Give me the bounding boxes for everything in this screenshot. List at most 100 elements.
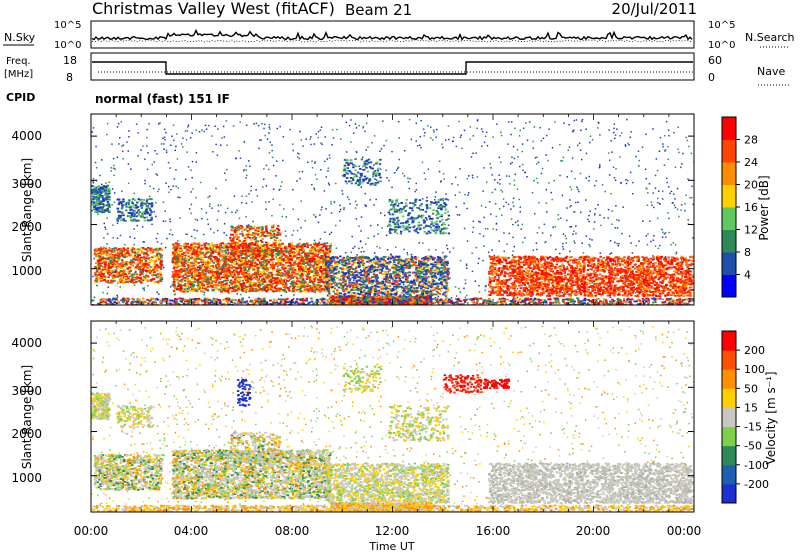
- data-cell: [485, 284, 487, 287]
- data-cell: [540, 172, 543, 175]
- data-cell: [228, 251, 230, 254]
- data-cell: [203, 268, 207, 271]
- data-cell: [140, 198, 143, 201]
- data-cell: [301, 170, 304, 173]
- data-cell: [287, 264, 290, 267]
- data-cell: [268, 280, 271, 283]
- data-cell: [178, 288, 181, 290]
- data-cell: [447, 125, 450, 127]
- data-cell: [577, 188, 579, 191]
- data-cell: [215, 187, 217, 190]
- data-cell: [613, 127, 615, 130]
- noise-tick-low-left: 10^0: [54, 40, 81, 51]
- data-cell: [448, 138, 450, 141]
- data-cell: [385, 234, 388, 236]
- data-cell: [156, 174, 159, 176]
- data-cell: [435, 191, 437, 193]
- data-cell: [628, 235, 631, 237]
- data-cell: [264, 249, 267, 252]
- data-cell: [273, 286, 276, 288]
- data-cell: [222, 276, 226, 279]
- data-cell: [200, 299, 203, 301]
- data-cell: [231, 290, 234, 293]
- data-cell: [570, 188, 573, 191]
- data-cell: [317, 274, 320, 276]
- data-cell: [184, 279, 187, 282]
- data-cell: [228, 288, 231, 290]
- data-cell: [670, 243, 672, 246]
- data-cell: [661, 198, 664, 200]
- data-cell: [622, 206, 624, 208]
- data-cell: [517, 224, 519, 226]
- data-cell: [328, 272, 332, 274]
- data-cell: [271, 282, 275, 285]
- data-cell: [312, 277, 316, 280]
- data-cell: [200, 282, 204, 285]
- data-cell: [227, 284, 231, 287]
- data-cell: [96, 167, 98, 169]
- data-cell: [287, 247, 291, 249]
- data-cell: [102, 279, 105, 282]
- data-cell: [253, 273, 256, 276]
- data-cell: [588, 180, 590, 182]
- data-cell: [150, 202, 154, 204]
- data-cell: [217, 254, 221, 256]
- data-cell: [246, 249, 250, 252]
- data-cell: [216, 154, 219, 156]
- data-cell: [178, 257, 181, 260]
- data-cell: [643, 283, 646, 285]
- data-cell: [97, 197, 100, 199]
- data-cell: [116, 273, 119, 276]
- data-cell: [377, 233, 379, 235]
- data-cell: [323, 272, 326, 275]
- data-cell: [144, 260, 148, 262]
- data-cell: [302, 272, 305, 275]
- data-cell: [177, 187, 179, 189]
- data-cell: [120, 279, 123, 282]
- data-cell: [667, 158, 669, 161]
- data-cell: [122, 198, 125, 201]
- data-cell: [285, 272, 288, 275]
- data-cell: [458, 191, 461, 194]
- data-cell: [257, 124, 260, 127]
- data-cell: [180, 280, 184, 283]
- data-cell: [245, 271, 248, 274]
- data-cell: [224, 211, 227, 214]
- data-cell: [113, 254, 117, 257]
- data-cell: [122, 272, 125, 275]
- data-cell: [285, 264, 288, 267]
- freq-unit-label: [MHz]: [4, 69, 33, 80]
- data-cell: [323, 271, 326, 274]
- data-cell: [237, 287, 240, 290]
- data-cell: [104, 248, 107, 250]
- data-cell: [174, 246, 177, 249]
- data-cell: [268, 123, 271, 126]
- data-cell: [308, 291, 310, 293]
- data-cell: [155, 201, 157, 204]
- data-cell: [214, 255, 217, 258]
- data-cell: [296, 229, 299, 232]
- data-cell: [192, 290, 195, 293]
- data-cell: [119, 249, 123, 251]
- data-cell: [117, 253, 121, 256]
- data-cell: [225, 255, 228, 258]
- data-cell: [155, 173, 157, 175]
- data-cell: [644, 168, 647, 170]
- data-cell: [140, 251, 144, 254]
- data-cell: [217, 128, 219, 130]
- data-cell: [252, 268, 256, 271]
- data-cell: [226, 263, 229, 266]
- data-cell: [272, 198, 274, 200]
- data-cell: [223, 255, 226, 257]
- data-cell: [292, 229, 295, 232]
- data-cell: [613, 177, 616, 179]
- data-cell: [220, 290, 223, 293]
- data-cell: [315, 277, 319, 280]
- data-cell: [94, 208, 98, 210]
- data-cell: [116, 256, 119, 259]
- data-cell: [578, 190, 580, 193]
- data-cell: [132, 215, 135, 218]
- data-cell: [297, 218, 300, 221]
- data-cell: [129, 216, 132, 219]
- data-cell: [661, 228, 663, 231]
